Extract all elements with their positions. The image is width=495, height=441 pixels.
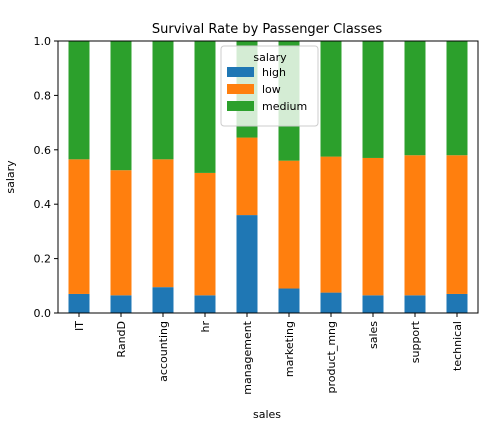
bar-low-accounting <box>153 159 174 287</box>
bar-low-support <box>405 155 426 295</box>
bar-medium-sales <box>363 41 384 158</box>
bar-medium-hr <box>195 41 216 173</box>
x-tick-label: management <box>241 320 254 394</box>
bar-low-management <box>237 138 258 216</box>
y-tick-label: 0.8 <box>34 89 52 102</box>
legend-swatch-medium <box>227 101 254 111</box>
bar-medium-technical <box>447 41 468 155</box>
bar-high-IT <box>69 294 90 313</box>
bar-low-technical <box>447 155 468 294</box>
bar-low-marketing <box>279 161 300 289</box>
bar-high-RandD <box>111 295 132 313</box>
bar-low-sales <box>363 158 384 295</box>
x-tick-label: technical <box>451 321 464 371</box>
chart-title: Survival Rate by Passenger Classes <box>152 22 382 37</box>
bar-medium-accounting <box>153 41 174 159</box>
bar-high-product_mng <box>321 293 342 313</box>
x-axis-label: sales <box>253 408 281 421</box>
bar-medium-RandD <box>111 41 132 170</box>
bar-medium-IT <box>69 41 90 159</box>
x-tick-label: accounting <box>157 321 170 382</box>
legend-title: salary <box>253 51 287 64</box>
bar-high-hr <box>195 295 216 313</box>
bar-high-sales <box>363 295 384 313</box>
x-tick-label: hr <box>199 321 212 333</box>
bar-low-hr <box>195 173 216 295</box>
bar-high-technical <box>447 294 468 313</box>
legend-swatch-low <box>227 84 254 94</box>
y-tick-label: 1.0 <box>34 35 52 48</box>
legend-swatch-high <box>227 67 254 77</box>
x-tick-label: marketing <box>283 321 296 377</box>
bar-low-product_mng <box>321 157 342 293</box>
legend-label-high: high <box>262 66 286 79</box>
y-tick-label: 0.0 <box>34 307 52 320</box>
bar-high-accounting <box>153 287 174 313</box>
legend: salary high low medium <box>221 46 318 126</box>
y-tick-label: 0.6 <box>34 144 52 157</box>
x-tick-label: support <box>409 320 422 363</box>
bar-medium-product_mng <box>321 41 342 157</box>
x-tick-label: RandD <box>115 321 128 358</box>
bar-low-IT <box>69 159 90 294</box>
bar-low-RandD <box>111 170 132 295</box>
x-tick-label: product_mng <box>325 321 338 393</box>
bar-high-support <box>405 295 426 313</box>
x-axis: IT RandD accounting hr management marketing pr… <box>73 313 464 395</box>
legend-label-low: low <box>262 83 281 96</box>
y-axis-label: salary <box>4 160 17 194</box>
x-tick-label: sales <box>367 321 380 349</box>
bar-high-marketing <box>279 289 300 313</box>
y-tick-label: 0.2 <box>34 253 52 266</box>
y-tick-label: 0.4 <box>34 198 52 211</box>
y-axis: 0.0 0.2 0.4 0.6 0.8 1.0 <box>34 35 59 320</box>
bar-medium-support <box>405 41 426 155</box>
bar-high-management <box>237 215 258 313</box>
legend-label-medium: medium <box>262 100 307 113</box>
x-tick-label: IT <box>73 321 86 331</box>
